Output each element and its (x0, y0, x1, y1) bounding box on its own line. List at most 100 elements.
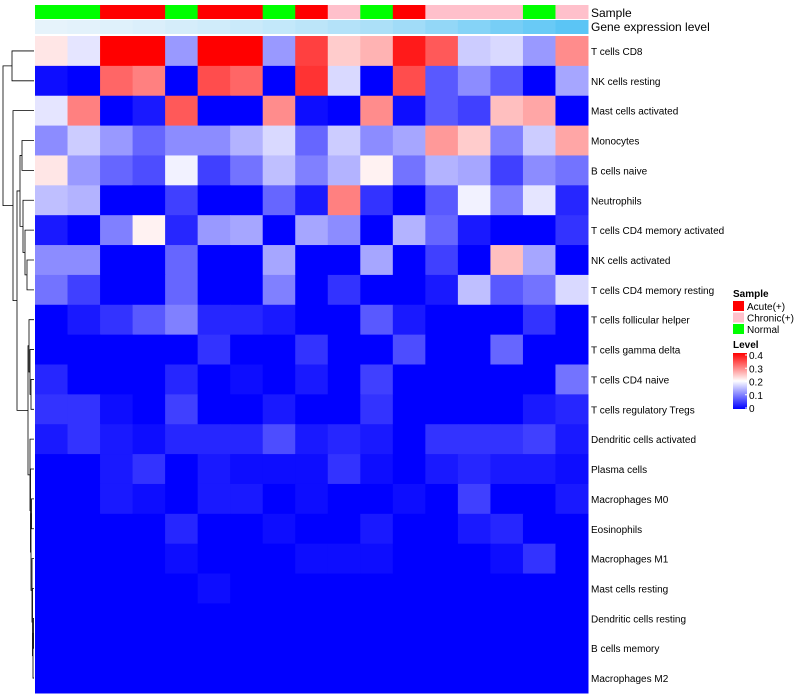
heatmap-cell (327, 513, 361, 545)
heatmap-cell (132, 155, 166, 186)
heatmap-cell (490, 394, 524, 425)
heatmap-cell (392, 125, 426, 156)
legend-level-tick-label: 0.4 (749, 351, 763, 362)
heatmap-cell (197, 185, 231, 216)
heatmap-cell (392, 603, 426, 634)
heatmap-cell (165, 424, 199, 455)
legend-sample-entries: Acute(+)Chronic(+)Normal (733, 301, 794, 336)
heatmap-cell (555, 573, 589, 604)
heatmap-cell (522, 155, 556, 186)
heatmap-cell (555, 454, 589, 485)
heatmap-cell (392, 95, 426, 127)
heatmap-cell (555, 125, 589, 156)
dendrogram-branch (30, 379, 34, 410)
heatmap-cell (392, 36, 426, 67)
heatmap-cell (425, 185, 459, 216)
heatmap-cell (230, 334, 264, 365)
heatmap-cell (100, 454, 134, 485)
heatmap-cell (262, 125, 296, 156)
heatmap-cell (490, 603, 524, 634)
row-label: T cells follicular helper (591, 316, 690, 327)
heatmap-cell (230, 65, 264, 97)
row-label: T cells regulatory Tregs (591, 405, 695, 416)
heatmap-cell (67, 663, 101, 694)
expression-annotation-cell (457, 20, 491, 34)
heatmap-cell (165, 633, 199, 664)
heatmap-cell (230, 274, 264, 306)
row-label: B cells naive (591, 166, 648, 177)
heatmap-cell (165, 334, 199, 365)
heatmap-cell (522, 483, 556, 515)
heatmap-cell (490, 245, 524, 276)
heatmap-cell (425, 603, 459, 634)
heatmap-cell (555, 36, 589, 67)
heatmap-cell (197, 364, 231, 395)
heatmap-cell (262, 274, 296, 306)
heatmap-cell (522, 95, 556, 127)
heatmap-cell (230, 95, 264, 127)
legend: Sample Acute(+)Chronic(+)Normal Level 0.… (733, 289, 794, 415)
heatmap-cell (197, 573, 231, 604)
heatmap-cell (522, 304, 556, 336)
heatmap-cell (132, 364, 166, 395)
legend-sample-title: Sample (733, 289, 769, 300)
heatmap-cell (230, 304, 264, 336)
heatmap-cell (457, 543, 491, 575)
heatmap-cell (360, 603, 394, 634)
heatmap-cell (132, 95, 166, 127)
expression-annotation-cell (490, 20, 524, 34)
heatmap-cell (425, 274, 459, 306)
heatmap-cell (230, 185, 264, 216)
heatmap-cell (360, 95, 394, 127)
heatmap-cell (100, 513, 134, 545)
heatmap-cell (295, 274, 329, 306)
heatmap-cell (35, 543, 69, 575)
heatmap-cell (132, 454, 166, 485)
heatmap-cell (165, 573, 199, 604)
heatmap-cell (490, 65, 524, 97)
dendrogram-branch (26, 259, 34, 291)
legend-level-tick-label: 0.1 (749, 391, 763, 402)
heatmap-cell (197, 513, 231, 545)
sample-annotation-title: Sample (591, 6, 632, 20)
heatmap-cell (165, 454, 199, 485)
heatmap-cell (392, 364, 426, 395)
row-labels: T cells CD8 NK cells resting Mast cells ac… (591, 47, 724, 685)
heatmap-cell (522, 573, 556, 604)
heatmap-cell (197, 334, 231, 365)
heatmap-cell (392, 304, 426, 336)
heatmap-cell (67, 633, 101, 664)
row-label: T cells CD4 naive (591, 375, 670, 386)
heatmap-cell (360, 185, 394, 216)
heatmap-cell (555, 304, 589, 336)
heatmap-cell (132, 304, 166, 336)
heatmap-cell (100, 245, 134, 276)
heatmap-cell (165, 663, 199, 694)
heatmap-cell (555, 95, 589, 127)
heatmap-cell (197, 394, 231, 425)
heatmap-cell (197, 245, 231, 276)
heatmap-cell (425, 513, 459, 545)
heatmap-cell (425, 36, 459, 67)
dendrogram-branch (2, 65, 13, 207)
heatmap-cell (197, 483, 231, 515)
heatmap-cell (360, 304, 394, 336)
heatmap-cell (490, 663, 524, 694)
heatmap-cell (35, 364, 69, 395)
heatmap-cell (360, 125, 394, 156)
heatmap-cell (262, 65, 296, 97)
heatmap-cell (522, 454, 556, 485)
heatmap-cell (132, 65, 166, 97)
heatmap-cell (197, 155, 231, 186)
heatmap-cell (490, 364, 524, 395)
heatmap-cell (425, 334, 459, 365)
heatmap-cell (67, 95, 101, 127)
legend-level-tick-label: 0.3 (749, 364, 763, 375)
heatmap-cell (262, 304, 296, 336)
heatmap-cell (132, 334, 166, 365)
heatmap-cell (522, 274, 556, 306)
heatmap-cell (392, 663, 426, 694)
heatmap-cell (35, 424, 69, 455)
legend-level-tick-label: 0 (749, 404, 755, 415)
heatmap-cell (392, 245, 426, 276)
